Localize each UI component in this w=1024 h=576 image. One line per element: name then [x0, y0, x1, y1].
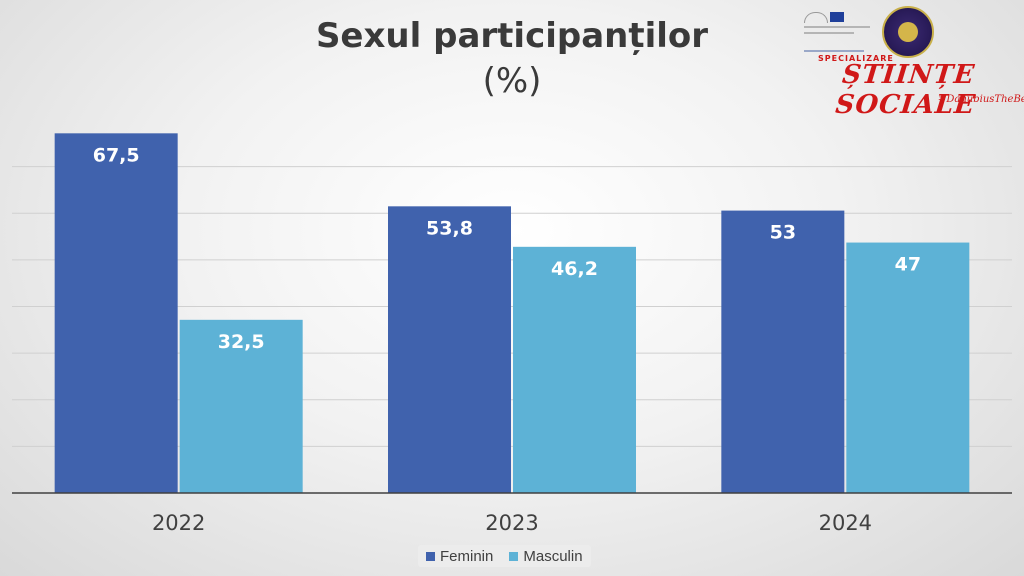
legend-swatch-feminin: [426, 551, 435, 561]
chart-title-block: Sexul participanților (%): [0, 14, 1024, 104]
chart-subtitle: (%): [482, 60, 542, 101]
legend-label-feminin: Feminin: [440, 547, 494, 565]
chart-title: Sexul participanților: [315, 16, 709, 56]
bar-feminin-2023: [388, 206, 511, 493]
bar-masculin-2023: [513, 246, 636, 493]
school-badge-logo: [882, 6, 934, 58]
dome-icon: [804, 12, 828, 23]
data-label-feminin-2024: 53: [770, 222, 796, 244]
bars: [54, 133, 970, 494]
legend-item-masculin: Masculin: [509, 547, 583, 565]
data-label-masculin-2024: 47: [895, 254, 921, 276]
bar-masculin-2024: [846, 242, 970, 493]
data-label-masculin-2022: 32,5: [218, 331, 265, 353]
legend-label-masculin: Masculin: [523, 547, 583, 565]
x-tick-label-2022: 2022: [152, 511, 205, 535]
x-tick-label-2023: 2023: [485, 511, 538, 535]
x-axis-ticks: 2022 2023 2024: [152, 511, 872, 535]
data-label-feminin-2023: 53,8: [426, 217, 473, 239]
data-label-masculin-2023: 46,2: [551, 258, 598, 280]
legend-swatch-masculin: [509, 551, 519, 561]
x-tick-label-2024: 2024: [819, 511, 872, 535]
data-label-feminin-2022: 67,5: [93, 144, 140, 166]
hashtag-label: #DanubiusTheBest: [938, 94, 1024, 105]
gridlines: [12, 166, 1012, 447]
bar-feminin-2024: [721, 210, 845, 494]
specializare-label: SPECIALIZARE: [818, 54, 894, 63]
eu-flag-icon: [830, 12, 844, 22]
bar-masculin-2022: [179, 319, 303, 493]
stiinte-sociale-logo: ȘTIINȚE SOCIALE: [834, 60, 977, 120]
logos-area: SPECIALIZARE ȘTIINȚE SOCIALE #DanubiusTh…: [798, 6, 1024, 120]
data-labels: 67,5 32,5 53,8 46,2 53 47: [93, 144, 921, 353]
bar-feminin-2022: [54, 133, 178, 494]
legend: Feminin Masculin: [418, 545, 591, 567]
european-parliament-logo: [804, 10, 874, 54]
legend-item-feminin: Feminin: [426, 548, 493, 565]
